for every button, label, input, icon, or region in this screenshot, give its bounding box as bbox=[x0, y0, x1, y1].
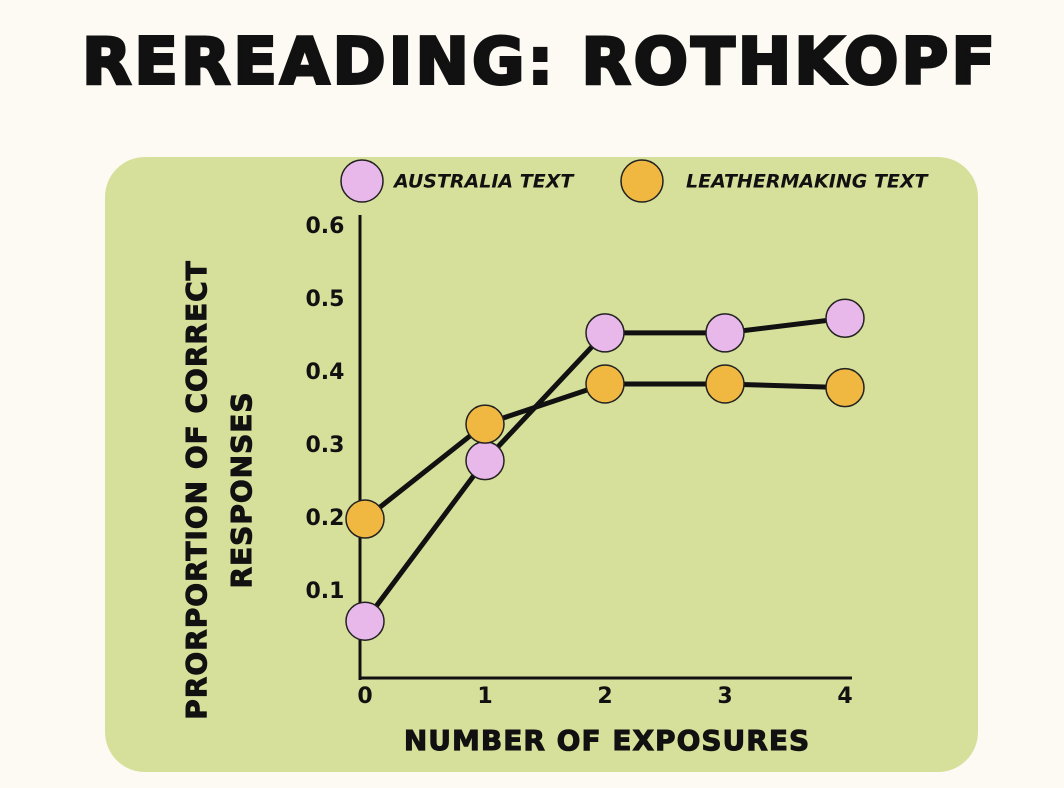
legend-marker bbox=[340, 159, 384, 203]
y-tick-label: 0.1 bbox=[306, 579, 345, 604]
chart-title: REREADING: ROTHKOPF bbox=[82, 26, 998, 100]
legend-marker bbox=[620, 159, 664, 203]
data-point bbox=[465, 440, 505, 481]
data-point bbox=[705, 364, 745, 404]
y-tick-label: 0.6 bbox=[306, 214, 345, 239]
data-point bbox=[825, 367, 865, 408]
legend-label: AUSTRALIA TEXT bbox=[392, 171, 575, 193]
x-tick-label: 2 bbox=[597, 684, 612, 709]
y-axis-label: RESPONSES bbox=[225, 391, 258, 588]
y-tick-label: 0.2 bbox=[306, 506, 345, 531]
y-tick-label: 0.5 bbox=[306, 287, 345, 312]
data-point bbox=[585, 364, 625, 404]
y-axis-label: PRORPORTION OF CORRECT bbox=[180, 260, 213, 720]
x-tick-label: 3 bbox=[717, 684, 732, 709]
data-point bbox=[705, 313, 745, 353]
legend-label: LEATHERMAKING TEXT bbox=[686, 171, 930, 193]
x-tick-label: 1 bbox=[477, 684, 492, 709]
data-point bbox=[585, 313, 625, 353]
x-tick-label: 0 bbox=[357, 684, 372, 709]
x-axis-label: NUMBER OF EXPOSURES bbox=[404, 724, 810, 757]
y-tick-label: 0.4 bbox=[306, 360, 345, 385]
chart-panel bbox=[105, 157, 978, 772]
data-point bbox=[825, 298, 865, 338]
data-point bbox=[465, 404, 505, 444]
data-point bbox=[345, 499, 385, 539]
data-point bbox=[345, 601, 385, 641]
x-tick-label: 4 bbox=[837, 684, 852, 709]
y-tick-label: 0.3 bbox=[306, 433, 345, 458]
